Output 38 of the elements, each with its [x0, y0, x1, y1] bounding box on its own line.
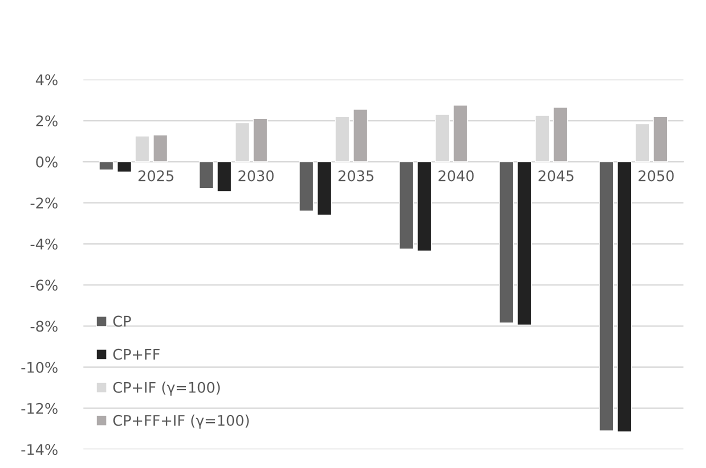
bar [316, 161, 332, 216]
y-tick-label: -6% [30, 280, 58, 291]
bar [616, 161, 632, 432]
y-tick-label: -14% [21, 444, 58, 456]
legend-label: CP+IF (γ=100) [113, 382, 220, 396]
y-tick-label: 4% [36, 74, 58, 86]
bar [498, 161, 514, 324]
bar [452, 104, 468, 162]
x-tick-label: 2035 [338, 170, 374, 182]
bar [252, 118, 268, 162]
legend-label: CP [113, 316, 131, 327]
y-tick-label: -2% [30, 198, 58, 209]
bar [552, 106, 568, 162]
bar [416, 161, 432, 252]
bar [152, 134, 168, 162]
legend-label: CP+FF+IF (γ=100) [113, 414, 249, 429]
y-tick-label: -10% [21, 362, 58, 373]
y-tick-label: -4% [30, 238, 58, 250]
bar [198, 161, 214, 189]
bar [516, 161, 532, 326]
bar [98, 161, 114, 170]
bar [298, 161, 314, 212]
bar [116, 161, 132, 172]
legend-label: CP+FF [113, 348, 160, 360]
bar [398, 161, 414, 250]
bar [598, 161, 614, 432]
x-tick-label: 2045 [538, 170, 574, 182]
bar [652, 116, 668, 162]
x-tick-label: 2040 [438, 170, 474, 182]
x-tick-label: 2025 [138, 170, 174, 182]
x-tick-label: 2050 [638, 170, 674, 182]
y-tick-label: 0% [36, 156, 58, 168]
x-tick-label: 2030 [238, 170, 274, 182]
bar [352, 108, 368, 162]
y-tick-label: -12% [21, 402, 58, 414]
bar [216, 161, 232, 192]
y-tick-label: 2% [36, 115, 58, 126]
y-tick-label: -8% [30, 320, 58, 332]
